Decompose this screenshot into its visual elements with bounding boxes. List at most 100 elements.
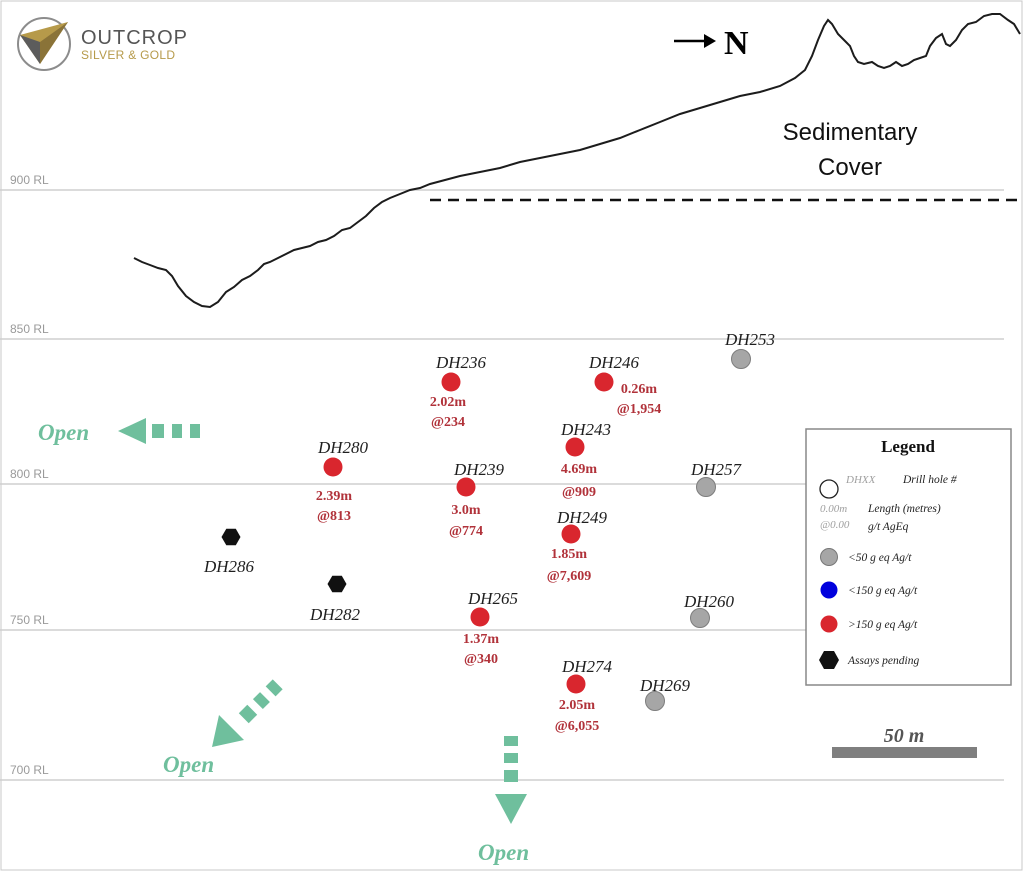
high-grade-marker (594, 372, 614, 392)
drill-hole-dh265: DH265 1.37m @340 (463, 589, 518, 667)
drill-holes: DH236 2.02m @234 DH246 0.26m @1,954 DH253 DH280… (203, 330, 775, 734)
legend-swatch-high (820, 615, 838, 633)
scale-bar-rect (832, 747, 977, 758)
legend-item-low: <50 g eq Ag/t (848, 552, 912, 564)
drill-hole-label: DH282 (309, 605, 361, 624)
intercept-length: 1.85m (551, 547, 588, 562)
legend-title: Legend (881, 437, 935, 456)
intercept-grade: @234 (431, 415, 465, 430)
open-arrow-downleft-head (212, 715, 244, 747)
drill-hole-label: DH269 (639, 676, 691, 695)
drill-hole-label: DH243 (560, 420, 611, 439)
sedimentary-label-line-1: Sedimentary (783, 119, 918, 146)
open-arrow-left-dash-3 (190, 424, 200, 438)
drill-hole-label: DH286 (203, 557, 255, 576)
intercept-length: 3.0m (451, 503, 481, 518)
drill-hole-dh260: DH260 (683, 592, 735, 628)
drill-hole-dh282: DH282 (309, 575, 361, 624)
drill-hole-dh246: DH246 0.26m @1,954 (588, 353, 661, 417)
high-grade-marker (456, 477, 476, 497)
open-arrow-down-dash-3 (504, 770, 518, 782)
drill-hole-dh280: DH280 2.39m @813 (316, 438, 369, 524)
intercept-grade: @774 (449, 524, 483, 539)
open-arrow-downleft-dash-1 (238, 704, 258, 724)
intercept-length: 1.37m (463, 632, 500, 647)
intercept-length: 2.05m (559, 698, 596, 713)
north-arrow-head (704, 34, 716, 48)
intercept-grade: @813 (317, 509, 351, 524)
assays-pending-marker (221, 528, 241, 546)
low-grade-marker (696, 477, 716, 497)
open-arrow-left-dash-2 (172, 424, 182, 438)
drill-hole-label: DH246 (588, 353, 640, 372)
intercept-grade: @340 (464, 652, 498, 667)
high-grade-marker (565, 437, 585, 457)
low-grade-marker (690, 608, 710, 628)
open-arrow-downleft-dash-2 (252, 692, 270, 710)
drill-hole-label: DH253 (724, 330, 775, 349)
legend-grade-label: g/t AgEq (868, 521, 909, 533)
drill-hole-dh236: DH236 2.02m @234 (430, 353, 487, 430)
drill-hole-dh286: DH286 (203, 528, 255, 576)
high-grade-marker (561, 524, 581, 544)
open-arrow-down-dash-2 (504, 753, 518, 763)
legend-item-pending: Assays pending (847, 655, 919, 667)
intercept-grade: @1,954 (617, 402, 662, 417)
drill-hole-label: DH274 (561, 657, 613, 676)
scale-bar-label: 50 m (884, 725, 925, 747)
drill-hole-dh249: DH249 1.85m @7,609 (547, 508, 608, 584)
high-grade-marker (470, 607, 490, 627)
logo-line-1: OUTCROP (81, 27, 188, 49)
intercept-length: 2.39m (316, 489, 353, 504)
assays-pending-marker (327, 575, 347, 593)
open-arrow-left-head (118, 418, 146, 444)
low-grade-marker (731, 349, 751, 369)
open-label-left: Open (38, 420, 89, 445)
rl-label-700: 700 RL (10, 763, 49, 777)
low-grade-marker (645, 691, 665, 711)
drill-hole-label: DH239 (453, 460, 505, 479)
high-grade-marker (441, 372, 461, 392)
open-arrow-left: Open (38, 418, 200, 445)
logo-line-2: SILVER & GOLD (81, 48, 175, 62)
intercept-length: 2.02m (430, 395, 467, 410)
legend-drill-hole-label: Drill hole # (902, 474, 957, 486)
drill-hole-dh239: DH239 3.0m @774 (449, 460, 505, 539)
rl-label-750: 750 RL (10, 613, 49, 627)
drill-hole-dh269: DH269 (639, 676, 691, 711)
north-arrow: N (674, 25, 749, 62)
drill-hole-dh257: DH257 (690, 460, 743, 497)
drill-hole-dh253: DH253 (724, 330, 775, 369)
company-logo: OUTCROP SILVER & GOLD (17, 17, 188, 71)
legend-dhxx: DHXX (845, 474, 877, 486)
intercept-grade: @7,609 (547, 569, 592, 584)
rl-label-900: 900 RL (10, 173, 49, 187)
drill-hole-label: DH280 (317, 438, 369, 457)
scale-bar: 50 m (832, 725, 977, 758)
rl-label-800: 800 RL (10, 467, 49, 481)
legend: Legend DHXX Drill hole # 0.00m Length (m… (805, 428, 1012, 686)
open-label-downleft: Open (163, 752, 214, 777)
legend-grade-sample: @0.00 (820, 519, 850, 531)
open-arrow-downleft: Open (163, 679, 283, 777)
legend-drill-hole-symbol (819, 479, 839, 499)
intercept-length: 0.26m (621, 382, 658, 397)
intercept-grade: @6,055 (555, 719, 600, 734)
legend-box (805, 428, 1012, 686)
drill-hole-label: DH257 (690, 460, 743, 479)
rl-label-850: 850 RL (10, 322, 49, 336)
open-arrow-left-dash-1 (152, 424, 164, 438)
legend-item-mid: <150 g eq Ag/t (848, 585, 918, 597)
topography-line (133, 13, 1021, 309)
drill-hole-label: DH249 (556, 508, 608, 527)
legend-swatch-low (820, 548, 838, 566)
north-label: N (724, 25, 749, 62)
intercept-length: 4.69m (561, 462, 598, 477)
logo-ring (17, 17, 71, 71)
open-arrow-downleft-dash-3 (265, 679, 283, 697)
legend-length-sample: 0.00m (820, 503, 847, 515)
high-grade-marker (566, 674, 586, 694)
